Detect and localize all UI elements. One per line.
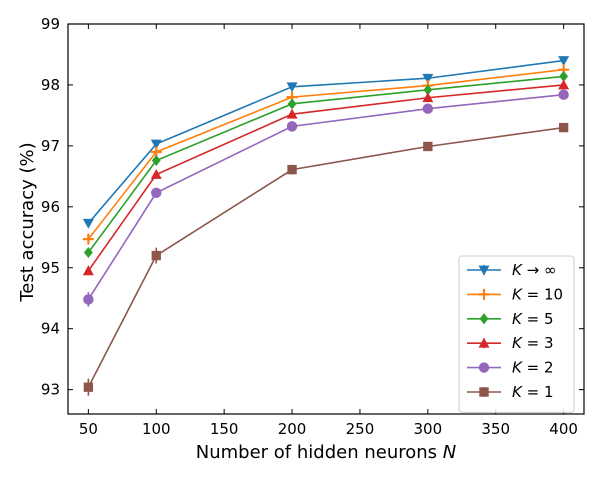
- legend-label-symbol: K: [512, 310, 523, 328]
- legend-label-value: = 3: [522, 334, 554, 352]
- legend-marker: [478, 288, 490, 300]
- legend-marker: [479, 387, 489, 397]
- data-point: [422, 92, 434, 103]
- legend-label: K → ∞: [512, 261, 556, 279]
- y-tick-label: 95: [41, 259, 60, 277]
- series-line: [87, 68, 564, 240]
- y-tick-label: 98: [41, 76, 60, 94]
- series-4: [82, 79, 570, 276]
- series-2: [82, 64, 570, 245]
- x-tick-label: 250: [346, 420, 375, 438]
- legend-label-value: = 1: [522, 383, 554, 401]
- legend-entry: K = 10: [467, 285, 563, 303]
- data-point: [151, 187, 162, 199]
- data-point: [423, 141, 433, 152]
- x-tick-label: 150: [210, 420, 239, 438]
- x-tick-label: 200: [278, 420, 307, 438]
- data-point: [82, 218, 94, 229]
- legend-marker: [478, 362, 490, 373]
- legend-marker: [478, 265, 490, 276]
- x-tick-label: 300: [414, 420, 443, 438]
- data-point: [151, 155, 161, 166]
- series-6: [83, 122, 569, 396]
- x-tick-label: 100: [142, 420, 171, 438]
- x-tick-label: 400: [549, 420, 578, 438]
- data-point: [422, 103, 434, 114]
- plot-frame: [67, 23, 585, 415]
- y-axis-label: Test accuracy (%): [17, 142, 38, 302]
- legend-entry: K → ∞: [467, 261, 556, 279]
- legend-entry: K = 1: [467, 383, 554, 401]
- data-point: [83, 382, 94, 392]
- legend-label-symbol: K: [512, 359, 523, 377]
- data-point: [286, 82, 298, 93]
- data-point: [422, 73, 434, 84]
- y-tick-label: 96: [41, 198, 60, 216]
- legend-label: K = 10: [512, 285, 563, 303]
- y-tick-label: 99: [41, 15, 60, 33]
- y-tick-label: 93: [41, 381, 60, 399]
- x-tick-label: 350: [481, 420, 510, 438]
- data-point: [558, 79, 570, 90]
- axes-frame: [67, 23, 585, 415]
- legend: K → ∞K = 10K = 5K = 3K = 2K = 1: [458, 255, 575, 413]
- ticks: 50 100 150 200 250 300 350 400 93 94 95 96 97 98 99: [41, 15, 584, 438]
- data-point: [287, 98, 297, 110]
- x-axis-label-text: Number of hidden neurons: [196, 442, 437, 463]
- x-tick-label: 50: [79, 420, 98, 438]
- legend-label-value: = 2: [522, 359, 554, 377]
- data-point: [83, 294, 94, 305]
- legend-label: K = 2: [512, 359, 554, 377]
- data-point: [151, 250, 161, 261]
- data-point: [150, 139, 162, 150]
- legend-label-symbol: K: [512, 285, 523, 303]
- data-point: [150, 169, 162, 179]
- data-point: [559, 70, 569, 82]
- legend-label-value: = 10: [522, 285, 563, 303]
- data-point: [558, 89, 569, 100]
- series-3: [83, 70, 569, 259]
- y-tick-label: 94: [41, 320, 60, 338]
- y-tick-label: 97: [41, 137, 60, 155]
- data-point: [82, 233, 94, 245]
- data-point: [287, 164, 297, 175]
- legend-label: K = 1: [512, 383, 554, 401]
- legend-label: K = 3: [512, 334, 554, 352]
- data-point: [83, 247, 93, 259]
- legend-marker: [478, 337, 490, 348]
- legend-entry: K = 2: [467, 359, 554, 377]
- data-point: [558, 56, 570, 67]
- series-1: [82, 56, 570, 229]
- legend-entry: K = 5: [467, 310, 554, 328]
- legend-label-value: → ∞: [522, 261, 557, 279]
- x-axis-label: Number of hidden neurons N: [196, 442, 456, 463]
- data-point: [286, 108, 298, 119]
- legend-marker: [479, 313, 489, 325]
- legend-label: K = 5: [512, 310, 554, 328]
- legend-label-symbol: K: [512, 383, 523, 401]
- data-point: [286, 121, 298, 132]
- data-point: [423, 84, 433, 96]
- x-axis-label-symbol: N: [443, 442, 456, 463]
- legend-label-value: = 5: [522, 310, 554, 328]
- legend-entry: K = 3: [467, 334, 554, 352]
- legend-label-symbol: K: [512, 334, 523, 352]
- data-point: [82, 265, 94, 276]
- plot-layer: [82, 56, 570, 396]
- series-5: [83, 89, 569, 307]
- data-point: [558, 122, 569, 133]
- legend-label-symbol: K: [512, 261, 523, 279]
